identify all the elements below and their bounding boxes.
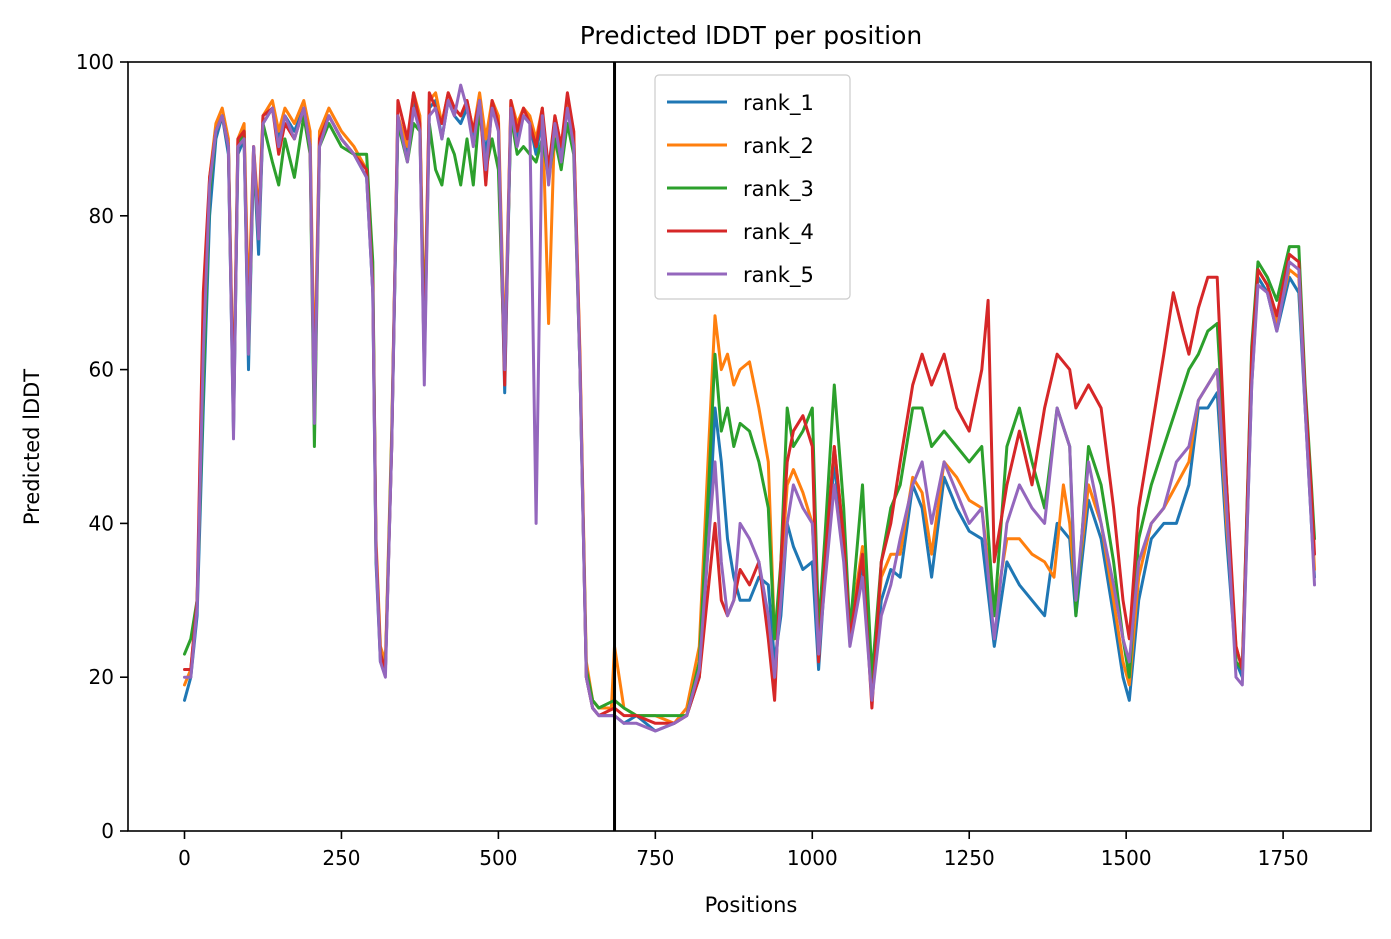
series-layer [183, 83, 1316, 733]
y-tick-label: 0 [101, 819, 114, 843]
legend-items: rank_1 rank_2 rank_3 rank_4 rank_5 [667, 91, 814, 288]
y-axis-label: Predicted lDDT [20, 369, 44, 525]
y-axis: 0 20 40 60 80 100 [76, 50, 128, 843]
legend-label-rank-4: rank_4 [743, 220, 814, 245]
chart-title: Predicted lDDT per position [580, 21, 922, 50]
legend-label-rank-3: rank_3 [743, 177, 814, 202]
series-line-rank-5 [183, 83, 1316, 733]
plot-area [127, 61, 1372, 832]
y-tick-label: 20 [89, 665, 114, 689]
y-tick-label: 60 [89, 358, 114, 382]
x-tick-label: 500 [479, 846, 517, 870]
x-tick-label: 1500 [1101, 846, 1152, 870]
legend-box [654, 74, 851, 300]
x-tick-label: 1250 [944, 846, 995, 870]
x-tick-label: 250 [322, 846, 360, 870]
y-tick-label: 80 [89, 204, 114, 228]
x-tick-label: 750 [636, 846, 674, 870]
y-tick-label: 100 [76, 50, 114, 74]
legend-label-rank-2: rank_2 [743, 134, 814, 159]
legend: rank_1 rank_2 rank_3 rank_4 rank_5 [654, 74, 851, 300]
legend-label-rank-1: rank_1 [743, 91, 814, 116]
legend-label-rank-5: rank_5 [743, 263, 814, 288]
x-tick-label: 0 [178, 846, 191, 870]
x-tick-label: 1750 [1258, 846, 1309, 870]
y-tick-label: 40 [89, 511, 114, 535]
plot-frame [127, 61, 1372, 832]
x-axis-label: Positions [705, 893, 798, 917]
x-tick-label: 1000 [787, 846, 838, 870]
x-axis: 0 250 500 750 1000 1250 1500 1750 [178, 831, 1309, 870]
